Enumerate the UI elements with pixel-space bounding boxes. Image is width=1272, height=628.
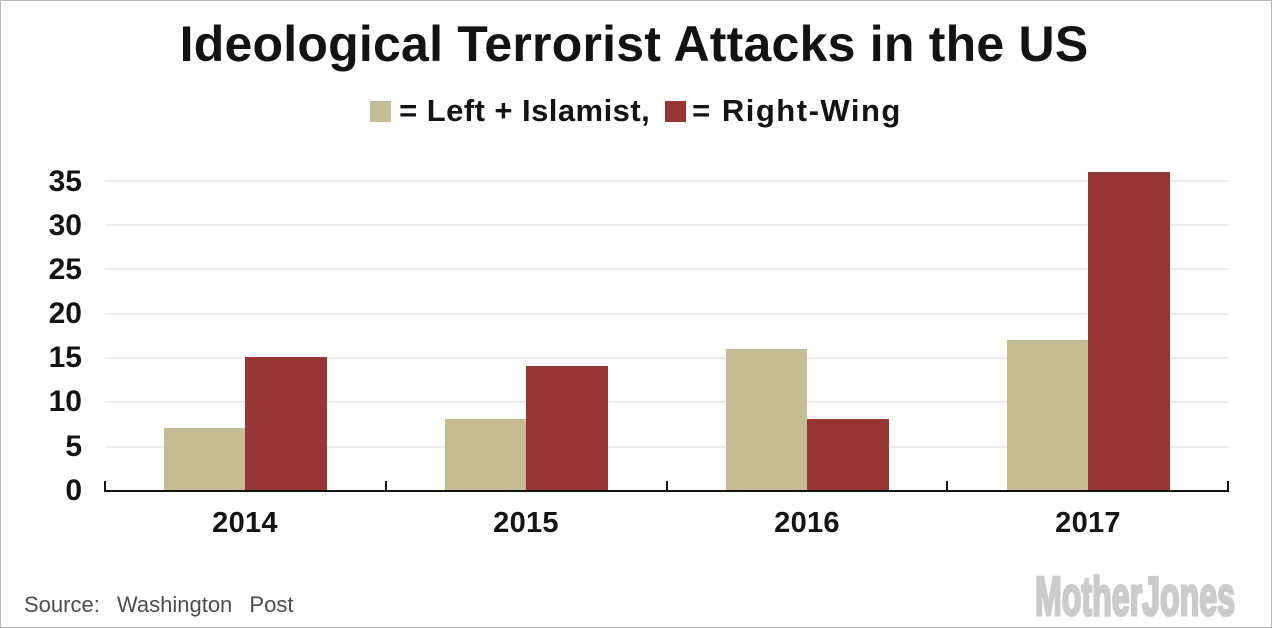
svg-text:MotherJones: MotherJones (1035, 572, 1235, 618)
